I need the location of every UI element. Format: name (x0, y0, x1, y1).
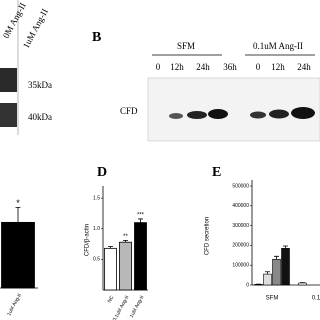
bar (1, 221, 35, 289)
y-tick-label: 1.5 (93, 195, 100, 201)
error-bar (265, 271, 270, 275)
blot-band (0, 103, 17, 127)
error-bar (138, 218, 143, 223)
y-tick-label: 200000 (232, 243, 249, 249)
y-tick-label: 400000 (232, 203, 249, 209)
y-tick-label: 100000 (232, 263, 249, 269)
x-tick-label: SFM (266, 296, 279, 302)
error-bar (123, 239, 128, 243)
marker-label: 35kDa (28, 80, 52, 90)
blot-band (169, 113, 183, 119)
panel-label: D (97, 165, 107, 180)
protein-label: CFD (120, 106, 138, 116)
blot-band (0, 68, 17, 92)
bar (104, 247, 117, 291)
bar (281, 248, 290, 286)
blot-band (208, 109, 228, 119)
y-axis-label: CFD secretion (205, 217, 211, 255)
blot-band (269, 109, 289, 119)
timepoint-label: 24h (297, 62, 311, 72)
bar (119, 241, 132, 291)
group-label: SFM (177, 41, 195, 51)
timepoint-label: 0 (156, 62, 161, 72)
timepoint-label: 12h (170, 62, 184, 72)
marker-label: 40kDa (28, 112, 52, 122)
lane-label: 0M Ang-II (1, 1, 28, 40)
x-tick-label: 1uM Ang-II (6, 293, 23, 317)
timepoint-label: 12h (271, 62, 285, 72)
blot (147, 77, 320, 142)
significance: *** (137, 213, 145, 219)
bar (263, 273, 272, 286)
x-tick-label: NC (107, 294, 116, 304)
y-tick-label: 300000 (232, 223, 249, 229)
panel-label: E (212, 165, 221, 180)
timepoint-label: 36h (223, 62, 237, 72)
blot-band (291, 107, 315, 119)
bar (134, 222, 147, 291)
x-tick-label: 1uM Ang-II (129, 295, 146, 319)
blot-band (250, 111, 266, 119)
timepoint-label: 0 (256, 62, 261, 72)
panel-label: B (92, 30, 101, 45)
error-bar (283, 245, 288, 249)
timepoint-label: 24h (196, 62, 210, 72)
y-tick-label: 500000 (232, 183, 249, 189)
y-tick-label: 1.0 (93, 226, 100, 232)
error-bar (274, 255, 279, 260)
bar (272, 258, 281, 286)
y-axis-label: CFD/β-actin (85, 224, 91, 256)
y-tick-label: 0.5 (93, 257, 100, 263)
x-tick-label: 0.1 (312, 296, 320, 302)
y-tick-label: 0 (246, 282, 249, 288)
blot-band (187, 111, 207, 119)
bar (298, 282, 307, 286)
significance: ** (123, 234, 128, 240)
significance: * (16, 198, 20, 208)
group-label: 0.1uM Ang-II (253, 41, 303, 51)
error-bar (15, 206, 21, 223)
error-bar (108, 246, 113, 249)
lane-label: 1uM Ang-II (21, 7, 50, 50)
